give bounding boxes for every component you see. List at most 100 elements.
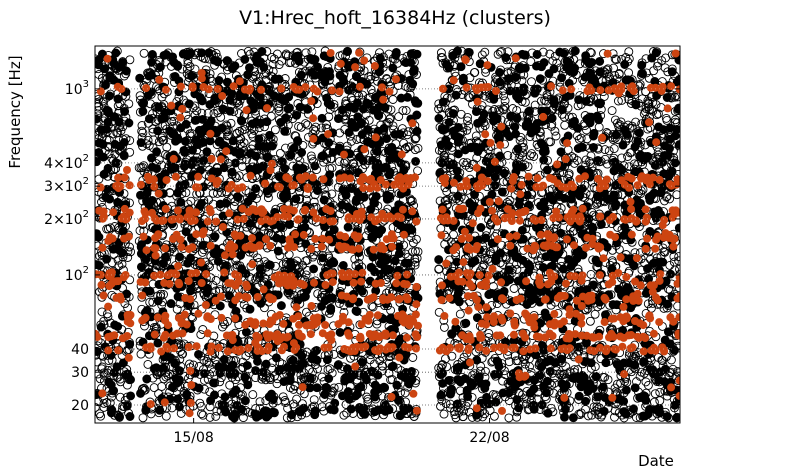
data-point	[604, 146, 614, 156]
data-point	[620, 222, 630, 232]
data-point	[588, 131, 598, 141]
data-point	[138, 413, 148, 423]
data-point	[166, 299, 176, 309]
data-point	[99, 402, 109, 412]
data-point	[411, 156, 421, 166]
data-point	[254, 134, 264, 144]
data-point	[240, 396, 250, 406]
data-point	[576, 133, 586, 143]
data-point	[195, 398, 205, 408]
data-point	[114, 261, 124, 271]
data-point	[674, 103, 680, 113]
data-point	[586, 151, 596, 161]
data-point	[335, 70, 345, 80]
data-point	[339, 410, 349, 420]
data-point	[358, 90, 368, 100]
data-point	[390, 129, 400, 139]
data-point	[412, 49, 422, 59]
data-point	[147, 50, 157, 59]
data-point	[530, 100, 540, 110]
data-point	[210, 232, 220, 241]
data-point	[436, 48, 446, 58]
data-point	[366, 262, 376, 272]
data-point	[527, 77, 536, 87]
data-point	[275, 148, 285, 158]
data-point	[138, 128, 148, 138]
data-point	[229, 413, 239, 423]
data-point	[556, 147, 566, 157]
data-point	[594, 115, 604, 125]
data-point	[555, 47, 565, 57]
data-point	[139, 98, 149, 108]
data-point	[206, 396, 216, 406]
data-point	[241, 351, 251, 361]
data-point	[388, 95, 398, 104]
data-point	[162, 142, 172, 152]
data-point	[325, 364, 335, 374]
data-point	[462, 385, 472, 395]
data-point	[674, 252, 680, 262]
data-point	[223, 317, 232, 326]
data-point	[621, 385, 631, 395]
data-point	[326, 303, 336, 313]
data-point	[144, 141, 154, 150]
data-point	[557, 73, 567, 83]
data-point	[655, 387, 665, 397]
data-point	[257, 47, 267, 56]
data-point	[559, 112, 569, 122]
data-point	[306, 151, 316, 161]
data-point	[585, 316, 595, 326]
data-point	[560, 120, 570, 130]
data-point	[338, 260, 348, 270]
data-point	[379, 410, 389, 420]
data-point	[136, 190, 145, 200]
data-point	[270, 74, 280, 84]
data-point	[284, 250, 294, 259]
data-point	[319, 195, 329, 205]
data-point	[181, 119, 191, 129]
data-point	[583, 386, 593, 396]
data-point	[345, 183, 355, 193]
data-point	[543, 408, 553, 418]
data-point	[95, 157, 101, 167]
data-point	[453, 46, 462, 56]
data-point	[509, 284, 519, 293]
data-point	[281, 143, 290, 153]
data-point	[309, 264, 319, 274]
data-point	[366, 205, 376, 214]
data-point	[407, 366, 417, 376]
data-point	[484, 328, 494, 338]
data-point	[513, 144, 523, 154]
data-point	[596, 354, 606, 364]
chart-title: V1:Hrec_hoft_16384Hz (clusters)	[239, 7, 551, 29]
y-axis-label: Frequency [Hz]	[6, 55, 24, 168]
data-point	[595, 56, 605, 66]
data-point	[641, 87, 651, 97]
data-point	[138, 106, 148, 116]
data-point	[489, 411, 499, 421]
data-point	[267, 389, 276, 399]
data-point	[502, 128, 512, 138]
data-point	[461, 318, 471, 328]
data-point	[200, 369, 209, 379]
data-point	[394, 112, 404, 122]
data-point	[569, 258, 579, 268]
data-point	[434, 255, 444, 265]
data-point	[609, 144, 619, 154]
data-point	[293, 136, 302, 146]
data-point	[294, 364, 304, 374]
data-point	[656, 188, 666, 198]
data-point	[601, 358, 611, 368]
data-point	[471, 107, 481, 117]
data-point	[274, 366, 284, 376]
data-point	[366, 223, 376, 233]
data-point	[276, 301, 286, 311]
data-point	[343, 222, 353, 232]
data-point	[135, 73, 145, 83]
data-point	[99, 169, 109, 179]
data-point	[211, 411, 221, 421]
data-point	[172, 304, 182, 314]
data-point	[487, 190, 497, 199]
data-point	[544, 69, 554, 79]
